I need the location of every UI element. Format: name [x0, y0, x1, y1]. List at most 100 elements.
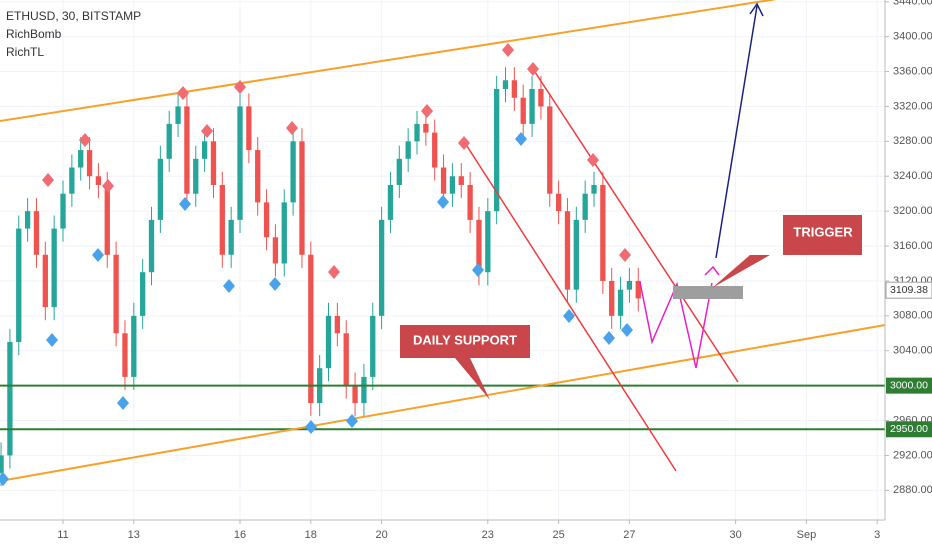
candle-body [626, 280, 633, 290]
signal-marker [223, 279, 235, 293]
candle-body [157, 158, 164, 220]
x-tick-label: 11 [57, 529, 68, 541]
candle-body [95, 176, 102, 185]
level-label-bg [886, 421, 932, 438]
signal-marker [527, 62, 539, 76]
y-tick-label: 3400.00 [893, 31, 932, 43]
candle-body [547, 106, 553, 194]
candle-body [113, 254, 119, 334]
x-tick-label: Sep [797, 529, 817, 541]
signal-marker [328, 265, 340, 279]
indicator-name: RichBomb [6, 27, 62, 41]
y-tick-label: 3080.00 [893, 310, 932, 322]
candle-body [219, 184, 225, 255]
candle-body [502, 80, 509, 89]
candle-body [290, 141, 296, 203]
candle-body [396, 158, 402, 185]
candle-body [210, 141, 217, 185]
signal-marker [201, 124, 213, 138]
signal-marker [92, 248, 104, 262]
candle-body [16, 228, 22, 343]
candle-body [485, 211, 491, 273]
callout [400, 325, 530, 400]
candle-body [69, 167, 75, 194]
candle-body [51, 228, 57, 308]
candle-body [494, 88, 500, 212]
signal-marker [472, 263, 484, 277]
candle-body [378, 219, 385, 316]
candle-body [325, 315, 332, 369]
candle-body [237, 106, 243, 220]
candle-body [140, 272, 146, 316]
projection-arrow [704, 265, 720, 276]
x-tick-label: 30 [729, 529, 741, 541]
x-tick-label: 25 [552, 529, 564, 541]
candle-body [193, 158, 199, 194]
candle-body [600, 184, 606, 281]
last-price-label: 3109.38 [890, 284, 928, 296]
drawings: DAILY SUPPORT TRIGGER [0, 0, 886, 486]
signal-marker [458, 136, 470, 150]
candle-body [405, 141, 411, 159]
signal-marker [269, 277, 281, 291]
signal-marker [117, 396, 129, 410]
candle-body [201, 141, 208, 159]
signal-marker [587, 153, 599, 167]
candle-body [24, 211, 31, 229]
x-tick-label: 18 [305, 529, 317, 541]
candle-body [148, 219, 155, 273]
candle-body [184, 106, 190, 194]
candle-body [555, 193, 562, 212]
candle-body [609, 280, 615, 316]
level-label: 2950.00 [890, 423, 928, 435]
candle-body [423, 123, 429, 133]
callout [712, 215, 862, 288]
channel-line [0, 0, 777, 122]
candle-body [263, 202, 270, 238]
candle-body [370, 315, 376, 377]
candle-body [299, 141, 305, 255]
y-tick-label: 2920.00 [893, 449, 932, 461]
candle-body [343, 333, 349, 386]
signal-marker [621, 323, 633, 337]
signal-marker [421, 104, 433, 118]
chart-title: ETHUSD, 30, BITSTAMP [6, 9, 141, 23]
candle-body [308, 254, 314, 404]
candle-body [228, 219, 234, 255]
y-tick-label: 3160.00 [893, 240, 932, 252]
target-arrow-head [749, 2, 764, 17]
y-tick-label: 3200.00 [893, 205, 932, 217]
candle-body [573, 219, 579, 290]
signal-marker [515, 132, 527, 146]
candle-body [520, 97, 526, 124]
candle-body [529, 88, 535, 124]
x-tick-label: 23 [482, 529, 494, 541]
candle-body [511, 80, 518, 98]
trigger-zone [673, 286, 743, 299]
signal-marker [563, 309, 575, 323]
signal-marker [234, 80, 246, 94]
channel-line [0, 324, 886, 482]
candle-body [352, 385, 358, 404]
candle-body [538, 88, 544, 107]
y-tick-label: 3320.00 [893, 100, 932, 112]
candle-body [78, 150, 84, 168]
candle-body [432, 132, 438, 168]
y-tick-label: 3360.00 [893, 65, 932, 77]
y-tick-label: 3040.00 [893, 345, 932, 357]
candle-body [246, 106, 252, 151]
signal-marker [603, 331, 615, 345]
plot-area [0, 0, 885, 520]
candle-body [33, 211, 40, 255]
signal-marker [619, 248, 631, 262]
signal-marker [286, 121, 298, 135]
candle-body [334, 315, 341, 334]
candle-body [0, 455, 4, 473]
candle-body [591, 184, 597, 194]
x-tick-label: 3 [874, 529, 880, 541]
candle-body [255, 150, 261, 203]
candle-body [272, 237, 279, 264]
x-tick-label: 13 [128, 529, 140, 541]
